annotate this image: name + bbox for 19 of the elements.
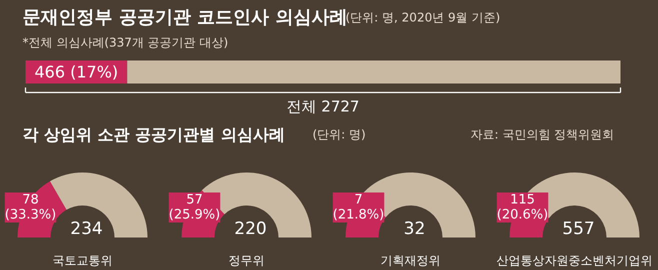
data-label: 466 (17%) xyxy=(34,62,118,82)
chart-title: 문재인정부 공공기관 코드인사 의심사례 xyxy=(22,7,348,28)
text: 정무위 xyxy=(228,254,264,268)
text: 557 xyxy=(562,219,595,239)
text: 각 상임위 소관 공공기관별 의심사례 xyxy=(22,125,285,144)
text: (단위: 명) xyxy=(312,128,366,142)
text: 전체 2727 xyxy=(286,98,360,116)
data-label: 78 (33.3%) xyxy=(4,192,56,222)
text: 234 xyxy=(70,219,103,239)
text: 32 xyxy=(404,219,426,239)
data-label: 115 (20.6%) xyxy=(496,192,548,222)
text: 기획재정위 xyxy=(380,254,440,268)
text: 산업통상자원중소벤처기업위 xyxy=(496,254,652,268)
text: 국토교통위 xyxy=(52,254,112,268)
data-label: 7 (21.8%) xyxy=(332,192,384,222)
text: 자료: 국민의힘 정책위원회 xyxy=(470,128,614,142)
chart-subtitle: (단위: 명, 2020년 9월 기준) xyxy=(346,10,500,24)
text: 220 xyxy=(234,219,267,239)
text: *전체 의심사례(337개 공공기관 대상) xyxy=(22,36,228,50)
